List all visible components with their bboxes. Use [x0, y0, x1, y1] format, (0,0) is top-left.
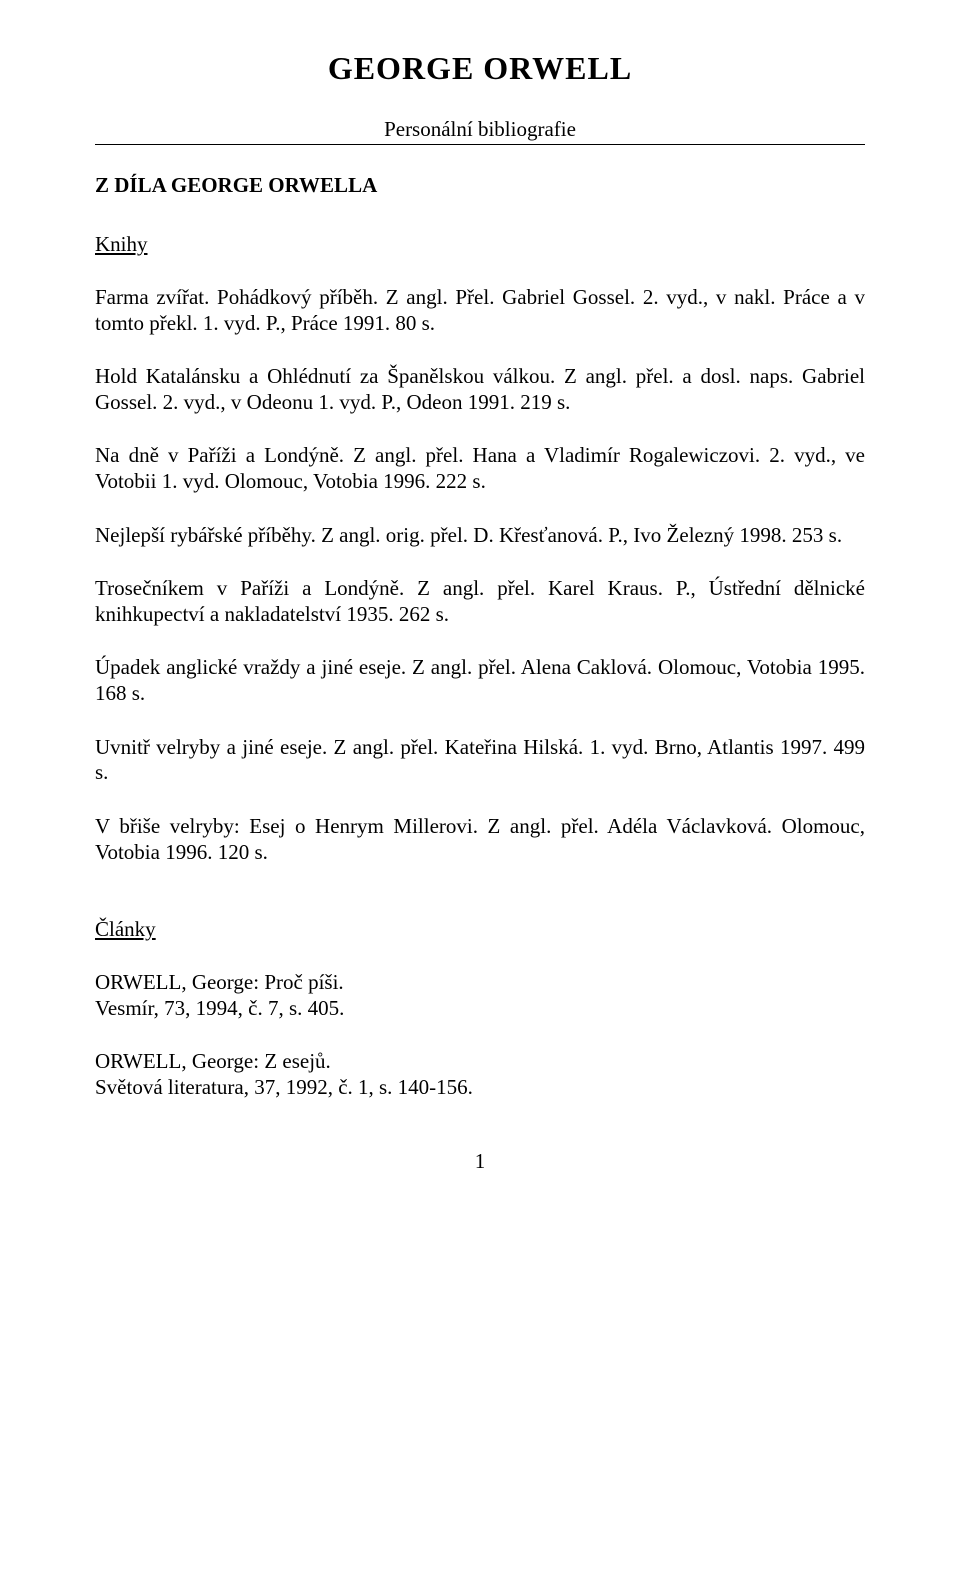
bibliography-entry: Trosečníkem v Paříži a Londýně. Z angl. …	[95, 576, 865, 627]
page-title: GEORGE ORWELL	[95, 50, 865, 87]
article-citation-line: Vesmír, 73, 1994, č. 7, s. 405.	[95, 996, 865, 1022]
article-title-line: ORWELL, George: Z esejů.	[95, 1049, 865, 1075]
divider	[95, 144, 865, 145]
books-heading: Knihy	[95, 232, 865, 257]
bibliography-entry: Hold Katalánsku a Ohlédnutí za Španělsko…	[95, 364, 865, 415]
section-heading: Z DÍLA GEORGE ORWELLA	[95, 173, 865, 198]
article-entry: ORWELL, George: Proč píši. Vesmír, 73, 1…	[95, 970, 865, 1021]
article-entry: ORWELL, George: Z esejů. Světová literat…	[95, 1049, 865, 1100]
bibliography-entry: Na dně v Paříži a Londýně. Z angl. přel.…	[95, 443, 865, 494]
article-citation-line: Světová literatura, 37, 1992, č. 1, s. 1…	[95, 1075, 865, 1101]
subtitle: Personální bibliografie	[95, 117, 865, 142]
bibliography-entry: V břiše velryby: Esej o Henrym Millerovi…	[95, 814, 865, 865]
bibliography-entry: Nejlepší rybářské příběhy. Z angl. orig.…	[95, 523, 865, 549]
bibliography-entry: Uvnitř velryby a jiné eseje. Z angl. pře…	[95, 735, 865, 786]
article-title-line: ORWELL, George: Proč píši.	[95, 970, 865, 996]
bibliography-entry: Farma zvířat. Pohádkový příběh. Z angl. …	[95, 285, 865, 336]
articles-heading: Články	[95, 917, 865, 942]
page-number: 1	[95, 1149, 865, 1174]
bibliography-entry: Úpadek anglické vraždy a jiné eseje. Z a…	[95, 655, 865, 706]
